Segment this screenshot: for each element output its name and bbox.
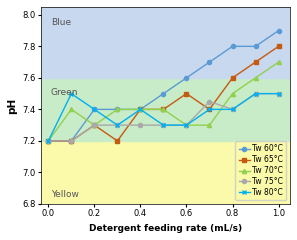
Tw 70°C	[254, 76, 257, 79]
Tw 80°C	[185, 124, 188, 126]
Tw 70°C	[231, 92, 234, 95]
Tw 80°C	[116, 124, 119, 126]
Tw 75°C	[231, 108, 234, 111]
Tw 60°C	[116, 108, 119, 111]
Tw 70°C	[69, 108, 73, 111]
Tw 65°C	[116, 139, 119, 142]
Tw 75°C	[277, 92, 280, 95]
Tw 60°C	[139, 108, 142, 111]
Tw 70°C	[93, 124, 96, 126]
Tw 60°C	[93, 108, 96, 111]
Line: Tw 80°C: Tw 80°C	[46, 91, 281, 143]
Tw 65°C	[208, 108, 211, 111]
Tw 60°C	[69, 139, 73, 142]
Tw 75°C	[139, 124, 142, 126]
Tw 65°C	[139, 108, 142, 111]
Tw 80°C	[277, 92, 280, 95]
Line: Tw 60°C: Tw 60°C	[46, 29, 281, 143]
Tw 65°C	[162, 108, 165, 111]
Tw 80°C	[254, 92, 257, 95]
Tw 60°C	[208, 61, 211, 64]
Tw 75°C	[47, 139, 50, 142]
Tw 75°C	[116, 124, 119, 126]
Bar	[41, 141, 290, 204]
Tw 65°C	[47, 139, 50, 142]
Bar	[41, 78, 290, 141]
Tw 80°C	[162, 124, 165, 126]
Bar	[41, 7, 290, 78]
Tw 70°C	[162, 108, 165, 111]
Tw 75°C	[185, 124, 188, 126]
X-axis label: Detergent feeding rate (mL/s): Detergent feeding rate (mL/s)	[89, 224, 242, 233]
Legend: Tw 60°C, Tw 65°C, Tw 70°C, Tw 75°C, Tw 80°C: Tw 60°C, Tw 65°C, Tw 70°C, Tw 75°C, Tw 8…	[236, 141, 286, 200]
Tw 60°C	[231, 45, 234, 48]
Tw 65°C	[69, 139, 73, 142]
Tw 80°C	[69, 92, 73, 95]
Text: Green: Green	[51, 88, 78, 97]
Tw 80°C	[208, 108, 211, 111]
Tw 75°C	[162, 124, 165, 126]
Tw 75°C	[208, 100, 211, 103]
Tw 60°C	[185, 76, 188, 79]
Line: Tw 70°C: Tw 70°C	[46, 60, 281, 143]
Tw 60°C	[162, 92, 165, 95]
Tw 70°C	[116, 108, 119, 111]
Tw 70°C	[185, 124, 188, 126]
Text: Yellow: Yellow	[51, 190, 78, 199]
Tw 70°C	[277, 61, 280, 64]
Tw 80°C	[47, 139, 50, 142]
Tw 65°C	[231, 76, 234, 79]
Tw 75°C	[254, 92, 257, 95]
Tw 75°C	[93, 124, 96, 126]
Tw 65°C	[185, 92, 188, 95]
Tw 65°C	[277, 45, 280, 48]
Line: Tw 65°C: Tw 65°C	[46, 44, 281, 143]
Tw 70°C	[139, 108, 142, 111]
Tw 70°C	[47, 139, 50, 142]
Tw 60°C	[254, 45, 257, 48]
Y-axis label: pH: pH	[7, 97, 17, 114]
Tw 65°C	[93, 124, 96, 126]
Line: Tw 75°C: Tw 75°C	[46, 91, 281, 143]
Tw 80°C	[93, 108, 96, 111]
Tw 65°C	[254, 61, 257, 64]
Tw 60°C	[277, 29, 280, 32]
Text: Blue: Blue	[51, 18, 71, 27]
Tw 70°C	[208, 124, 211, 126]
Tw 80°C	[139, 108, 142, 111]
Tw 80°C	[231, 108, 234, 111]
Tw 75°C	[69, 139, 73, 142]
Tw 60°C	[47, 139, 50, 142]
